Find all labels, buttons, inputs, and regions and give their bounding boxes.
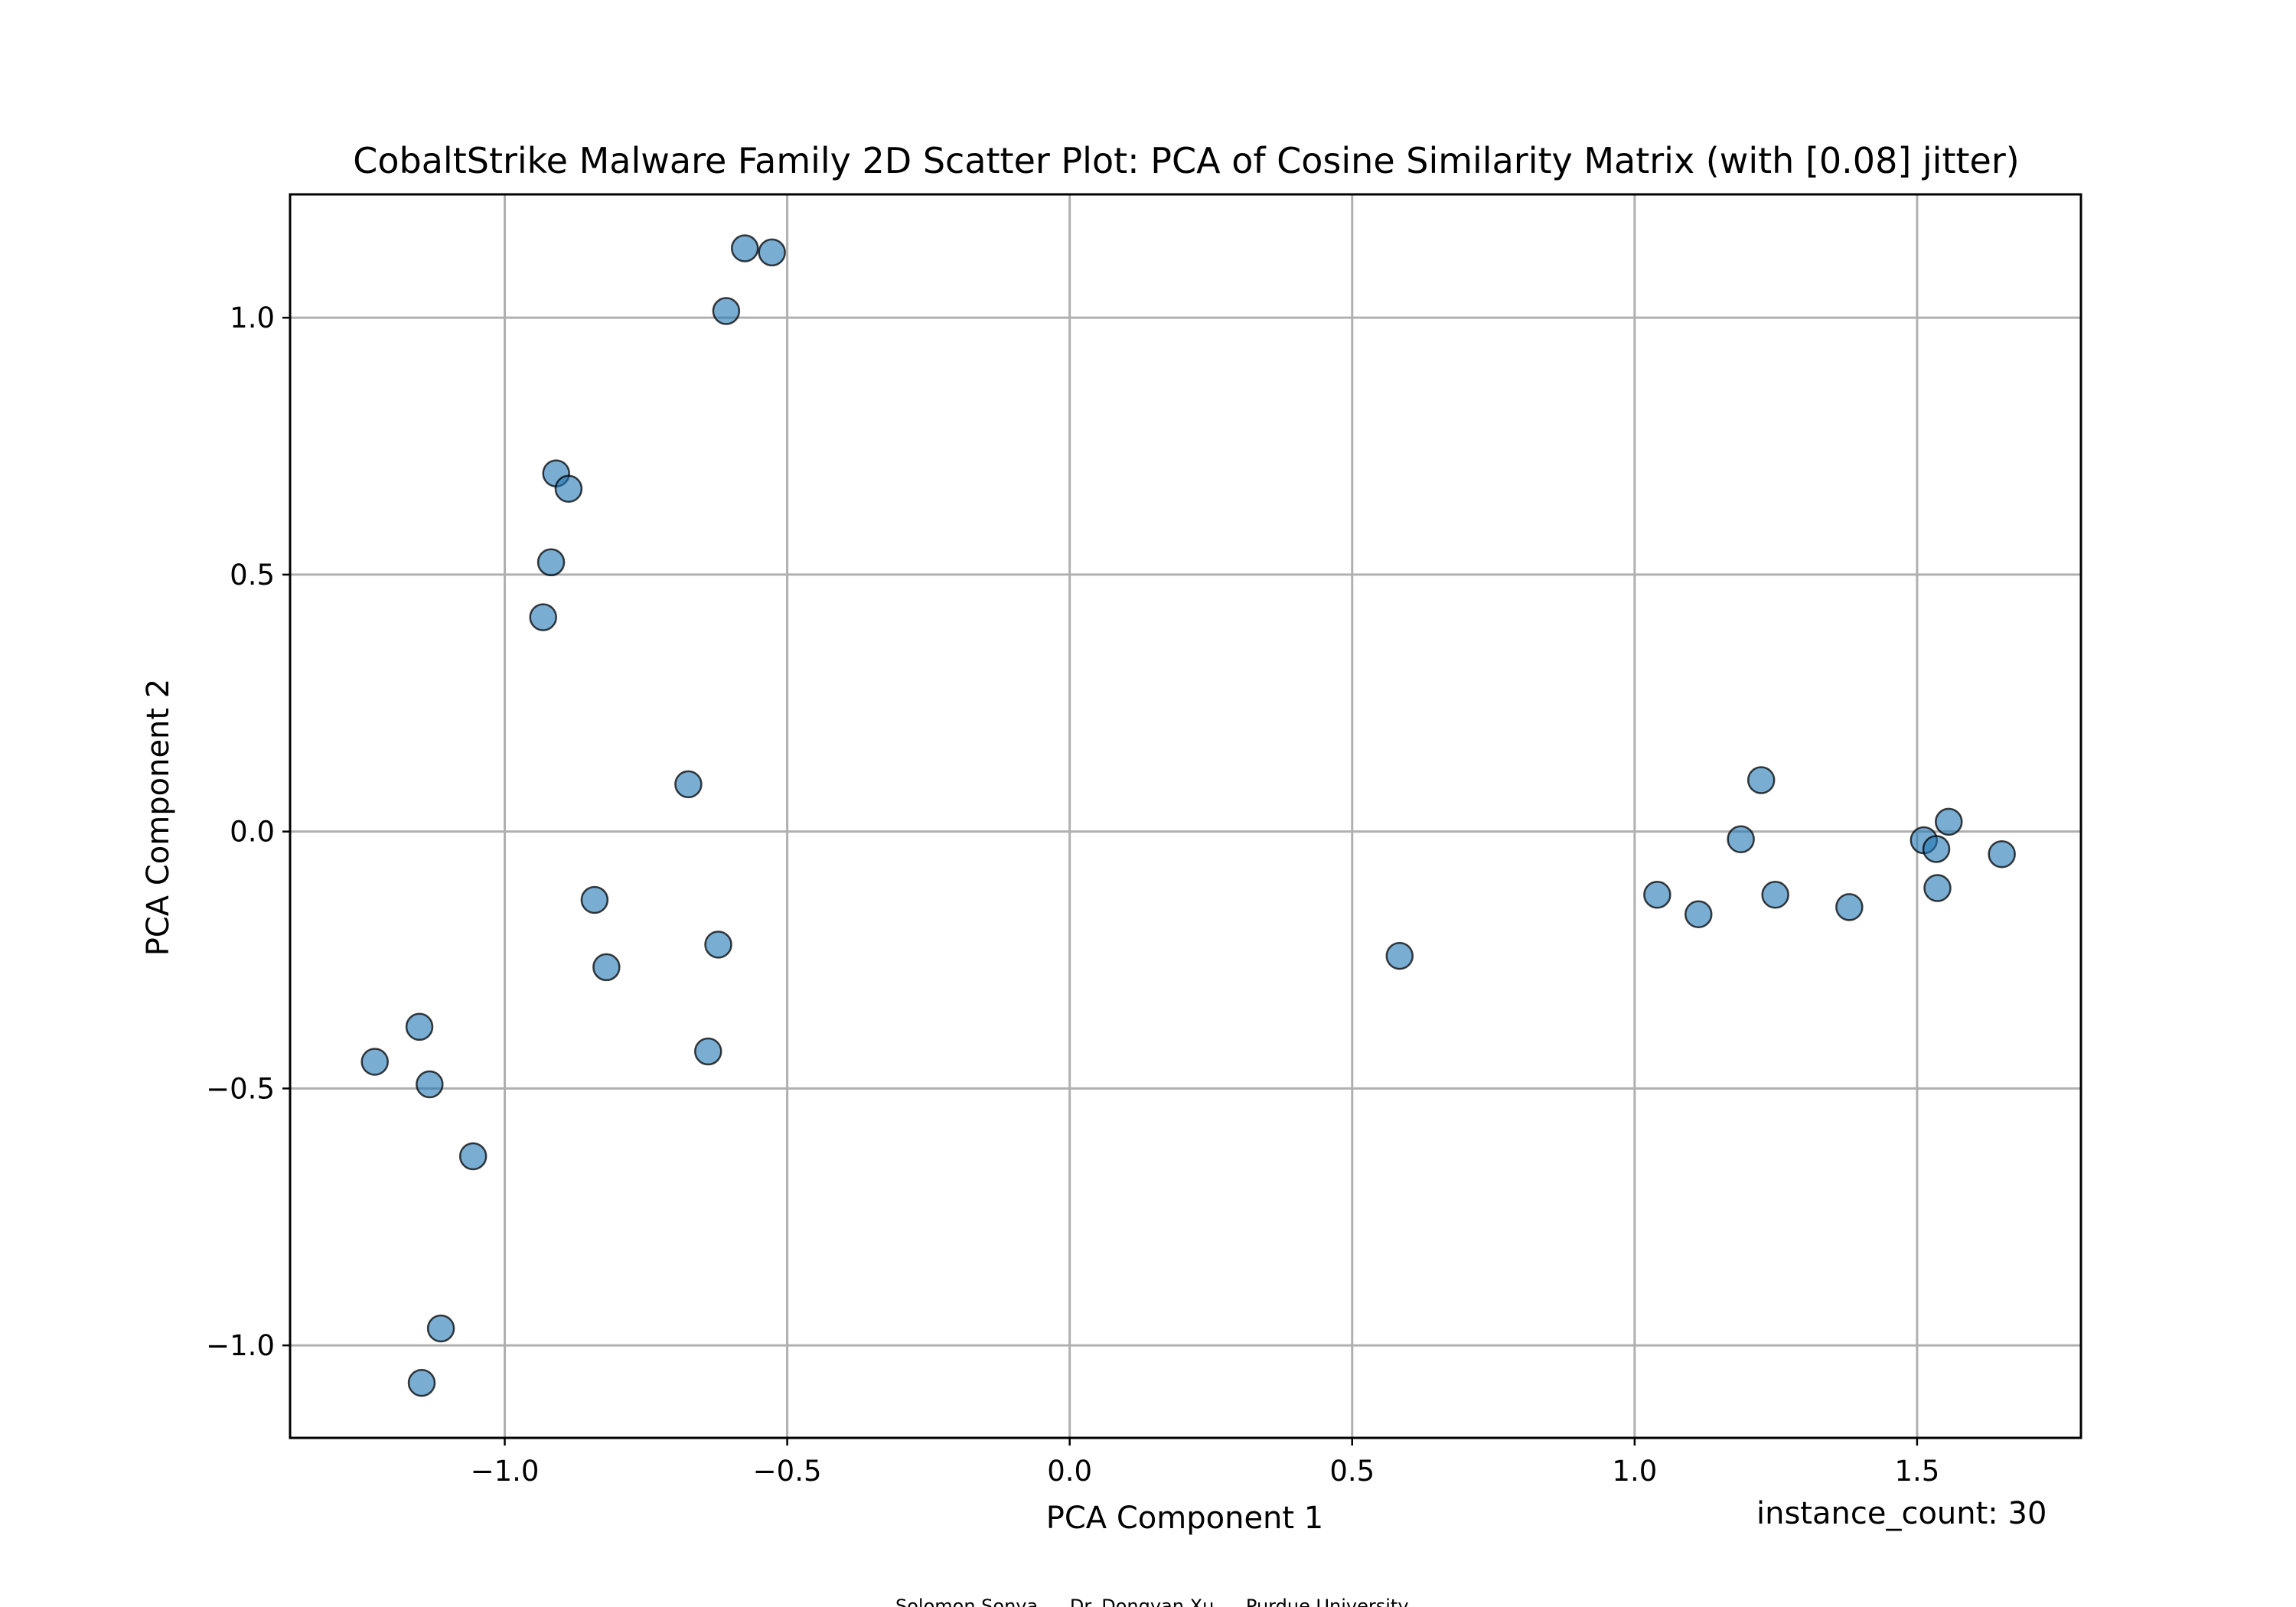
y-tick-label: 1.0 [230, 302, 275, 334]
y-tick-label: −0.5 [206, 1072, 275, 1105]
x-tick-label: 0.5 [1329, 1455, 1375, 1488]
scatter-point [1385, 941, 1414, 970]
x-tick-label: 1.5 [1895, 1455, 1940, 1488]
scatter-point [536, 548, 566, 577]
scatter-point [1988, 839, 2016, 869]
scatter-point [1923, 874, 1952, 902]
scatter-point [458, 1142, 488, 1171]
x-tick-label: 0.0 [1047, 1455, 1092, 1488]
x-axis-label: PCA Component 1 [1046, 1501, 1324, 1536]
scatter-point [554, 474, 583, 504]
point-layer [360, 234, 2016, 1397]
grid-layer [290, 194, 2081, 1438]
x-tick-label: 1.0 [1612, 1455, 1657, 1488]
credit-author: Solomon Sonya [895, 1596, 1038, 1607]
y-tick-label: −1.0 [206, 1329, 275, 1362]
scatter-point [592, 953, 621, 982]
scatter-point [704, 931, 732, 959]
scatter-point [529, 603, 557, 631]
scatter-point [1684, 900, 1713, 929]
scatter-point [674, 770, 703, 799]
credits-line: Solomon Sonya Dr. Dongyan Xu Purdue Univ… [895, 1596, 1409, 1607]
scatter-point [758, 238, 786, 267]
tick-layer: −1.0 −0.5 0.0 0.5 1.0 1.5 −1.0 −0.5 0.0 0.5 1.0 [206, 302, 1939, 1488]
x-tick-label: −1.0 [471, 1455, 540, 1488]
scatter-point [712, 297, 741, 325]
scatter-point [1727, 825, 1755, 853]
scatter-point [1922, 835, 1951, 863]
scatter-point [360, 1048, 389, 1076]
scatter-point [693, 1037, 722, 1066]
credit-institution: Purdue University [1246, 1596, 1409, 1607]
credit-advisor: Dr. Dongyan Xu [1070, 1596, 1214, 1607]
plot-area-frame [289, 193, 2082, 1439]
scatter-point [580, 885, 609, 914]
scatter-point [1761, 880, 1789, 909]
y-axis-label: PCA Component 2 [141, 679, 176, 957]
scatter-point [1835, 893, 1864, 921]
scatter-point [1643, 880, 1671, 909]
scatter-point [405, 1012, 434, 1041]
scatter-point [1746, 766, 1776, 794]
scatter-point [407, 1368, 436, 1397]
scatter-point [426, 1314, 455, 1343]
instance-count-annotation: instance_count: 30 [1756, 1496, 2047, 1531]
x-tick-label: −0.5 [753, 1455, 822, 1488]
y-tick-label: 0.0 [230, 816, 275, 849]
y-tick-label: 0.5 [230, 559, 275, 592]
scatter-point [730, 234, 759, 262]
scatter-point [1935, 807, 1963, 836]
chart-title: CobaltStrike Malware Family 2D Scatter P… [353, 140, 2019, 181]
scatter-point [416, 1070, 444, 1099]
